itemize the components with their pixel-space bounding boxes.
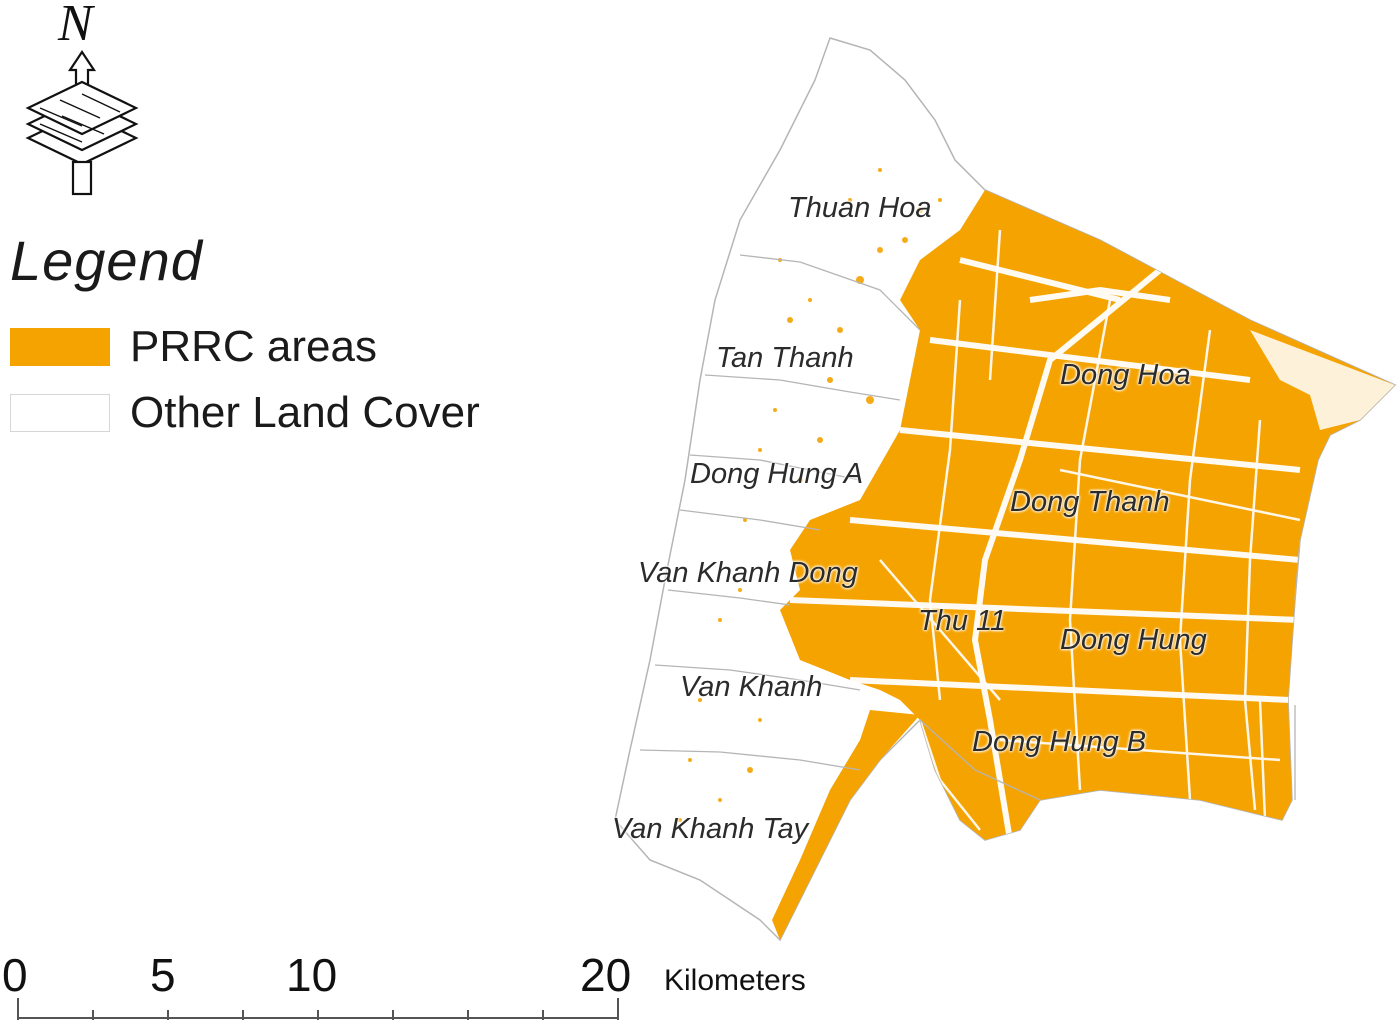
- legend-swatch-prrc: [10, 328, 110, 366]
- scale-bar: [17, 998, 619, 1020]
- commune-boundaries: [639, 254, 1301, 801]
- scale-tick-20: 20: [580, 949, 632, 1001]
- scale-tick-5: 5: [150, 949, 176, 1001]
- place-label-van-khanh-dong: Van Khanh Dong: [638, 557, 858, 589]
- place-label-dong-hung-b: Dong Hung B: [972, 726, 1147, 758]
- place-label-thuan-hoa: Thuan Hoa: [788, 192, 932, 224]
- place-label-thu-11: Thu 11: [918, 605, 1007, 637]
- scale-tick-10: 10: [286, 949, 338, 1001]
- legend-label-prrc: PRRC areas: [130, 322, 377, 371]
- north-label: N: [58, 0, 93, 52]
- scale-unit-label: Kilometers: [664, 964, 806, 997]
- place-label-van-khanh-tay: Van Khanh Tay: [612, 813, 809, 845]
- place-label-dong-hoa: Dong Hoa: [1060, 359, 1191, 391]
- prrc-area: [678, 168, 1395, 940]
- place-label-dong-hung: Dong Hung: [1060, 624, 1207, 656]
- north-arrow-icon: [25, 50, 139, 196]
- place-label-tan-thanh: Tan Thanh: [716, 342, 854, 374]
- legend-label-other: Other Land Cover: [130, 388, 480, 437]
- legend-title: Legend: [10, 229, 203, 292]
- place-label-van-khanh: Van Khanh: [680, 671, 823, 703]
- place-label-dong-hung-a: Dong Hung A: [690, 458, 864, 490]
- scale-tick-0: 0: [2, 949, 28, 1001]
- legend-swatch-other: [10, 394, 110, 432]
- place-label-dong-thanh: Dong Thanh: [1010, 486, 1170, 518]
